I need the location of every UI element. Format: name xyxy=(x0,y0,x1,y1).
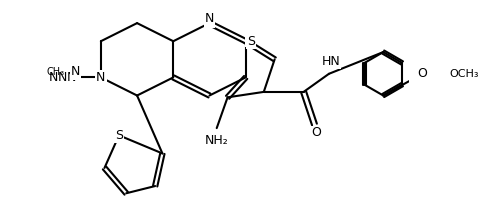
Text: N: N xyxy=(205,15,214,28)
Text: O: O xyxy=(311,126,321,139)
Text: N: N xyxy=(71,66,80,79)
Text: S: S xyxy=(115,129,123,142)
Text: N: N xyxy=(96,71,106,84)
Text: HN: HN xyxy=(321,55,340,68)
Text: N: N xyxy=(49,71,58,84)
Text: S: S xyxy=(245,33,254,46)
Text: NH₂: NH₂ xyxy=(205,134,228,147)
Text: S: S xyxy=(247,35,255,48)
Text: CH₃: CH₃ xyxy=(47,67,65,77)
Text: N: N xyxy=(67,71,76,84)
Text: N: N xyxy=(58,71,67,84)
Text: N: N xyxy=(205,12,214,25)
Text: OCH₃: OCH₃ xyxy=(450,69,479,79)
Text: N: N xyxy=(96,71,106,84)
Text: O: O xyxy=(417,67,428,80)
